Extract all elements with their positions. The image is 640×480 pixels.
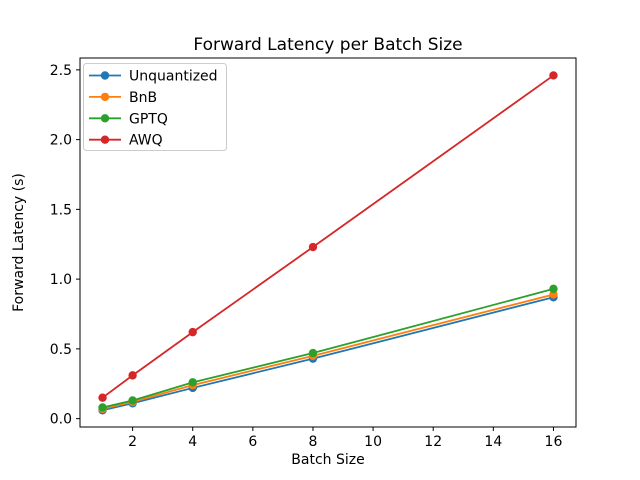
data-point-gptq: [308, 348, 318, 358]
data-point-awq: [549, 71, 558, 80]
data-point-awq: [98, 393, 107, 402]
legend-marker: [100, 135, 110, 144]
x-tick-label: 6: [248, 434, 257, 450]
x-tick-label: 8: [309, 434, 318, 450]
axes-frame: [79, 57, 577, 428]
data-point-awq: [188, 327, 197, 337]
legend-label-awq: AWQ: [129, 133, 163, 149]
y-tick-label: 0.5: [50, 342, 72, 358]
x-tick-label: 4: [188, 434, 197, 450]
series-line-unquantized: [102, 296, 554, 412]
y-tick-label: 1.5: [50, 202, 72, 218]
data-point-awq: [128, 371, 137, 380]
y-axis-label: Forward Latency (s): [11, 173, 27, 312]
series-layer: [98, 71, 558, 415]
legend-marker: [100, 71, 110, 80]
data-point-awq: [308, 242, 318, 252]
data-point-gptq: [128, 396, 137, 405]
legend-marker: [100, 92, 110, 102]
y-tick-label: 0.0: [50, 412, 72, 428]
legend-label-bnb: BnB: [129, 90, 157, 106]
chart-title: Forward Latency per Batch Size: [193, 35, 462, 55]
legend-frame: [83, 63, 227, 151]
series-line-bnb: [102, 293, 554, 410]
x-tick-label: 14: [484, 434, 502, 450]
legend-marker: [100, 114, 110, 123]
legend-label-unquantized: Unquantized: [129, 69, 218, 85]
y-tick-label: 2.0: [50, 133, 72, 149]
data-point-gptq: [188, 378, 197, 387]
x-tick-label: 2: [128, 434, 137, 450]
y-tick-label: 2.5: [50, 63, 72, 79]
x-tick-label: 10: [364, 434, 382, 450]
ticks-layer: 2 4 6 8 10 12 14 16 0.0 0.5 1.0 1.5 2.0 2.5: [50, 63, 563, 450]
y-tick-label: 1.0: [50, 272, 72, 288]
x-tick-label: 16: [545, 434, 563, 450]
data-point-gptq: [549, 284, 558, 294]
legend-label-gptq: GPTQ: [129, 111, 168, 127]
legend: Unquantized BnB GPTQ AWQ: [83, 63, 227, 151]
data-point-gptq: [98, 403, 107, 412]
x-tick-label: 12: [424, 434, 442, 450]
x-axis-label: Batch Size: [291, 452, 364, 468]
